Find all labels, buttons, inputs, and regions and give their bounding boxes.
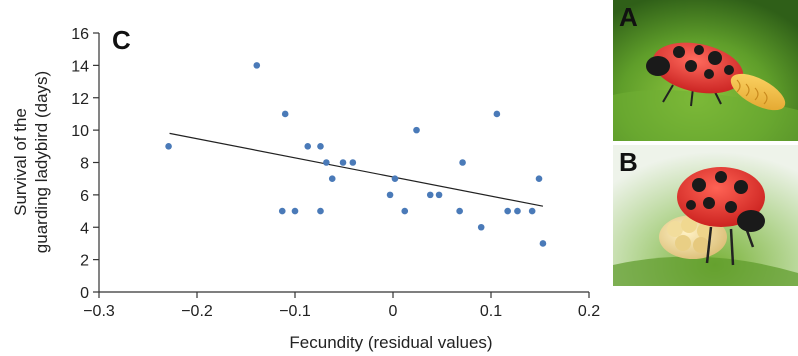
data-point xyxy=(386,191,394,199)
data-point xyxy=(459,159,466,166)
ladybird-photo-a xyxy=(613,0,798,141)
y-axis-title: Survival of the guarding ladybird (days) xyxy=(11,71,51,253)
x-tick-label: −0.1 xyxy=(279,303,311,320)
trendline xyxy=(169,132,544,207)
data-point xyxy=(291,207,299,215)
photo-letter-a: A xyxy=(619,2,638,32)
egg-cluster-b xyxy=(659,215,727,259)
y-tick-label: 6 xyxy=(80,188,89,205)
photo-panel-a: A xyxy=(613,0,798,141)
data-point xyxy=(165,143,172,150)
data-point xyxy=(281,110,289,118)
data-point xyxy=(278,207,286,215)
data-point xyxy=(317,207,324,215)
x-axis-title: Fecundity (residual values) xyxy=(289,333,492,352)
photo-panel-b: B xyxy=(613,145,798,286)
data-point xyxy=(317,143,324,150)
data-point xyxy=(539,240,547,247)
axes: −0.3 −0.2 −0.1 0 0.1 0.2 0 2 4 6 8 10 12 14 16 xyxy=(71,26,600,320)
points-group xyxy=(165,62,547,247)
x-tick-label: 0 xyxy=(389,303,398,320)
data-point xyxy=(391,175,399,182)
data-point xyxy=(304,143,312,150)
data-point xyxy=(456,207,463,215)
data-point xyxy=(528,207,536,215)
data-point xyxy=(413,126,420,134)
y-tick-label: 2 xyxy=(80,253,89,270)
trendline-group xyxy=(169,132,544,207)
photo-letter-b: B xyxy=(619,147,638,177)
ladybird-photo-b xyxy=(613,145,798,286)
y-tick-label: 8 xyxy=(80,156,89,173)
data-point xyxy=(328,175,336,182)
x-tick-label: −0.2 xyxy=(181,303,213,320)
data-point xyxy=(477,223,485,231)
x-tick-label: −0.3 xyxy=(83,303,115,320)
data-point xyxy=(535,175,543,182)
data-point xyxy=(435,191,443,199)
y-axis-title-line2: guarding ladybird (days) xyxy=(32,71,51,253)
panel-letter-c: C xyxy=(112,25,131,55)
y-tick-label: 10 xyxy=(71,123,89,140)
x-tick-label: 0.2 xyxy=(578,303,600,320)
data-point xyxy=(323,159,330,166)
data-point xyxy=(349,159,357,166)
data-point xyxy=(493,110,501,118)
scatter-chart: C −0.3 −0.2 −0.1 0 0.1 0.2 0 2 4 6 8 10 12 14 16 Fecun… xyxy=(11,25,600,352)
y-tick-label: 4 xyxy=(80,220,89,237)
data-point xyxy=(504,207,511,215)
ladybird-a xyxy=(646,42,744,107)
data-point xyxy=(514,207,521,215)
x-tick-label: 0.1 xyxy=(480,303,502,320)
data-point xyxy=(401,207,409,215)
data-point xyxy=(426,191,434,199)
y-tick-label: 16 xyxy=(71,26,89,43)
y-tick-label: 0 xyxy=(80,285,89,302)
data-point xyxy=(339,159,347,166)
y-tick-label: 14 xyxy=(71,58,89,75)
y-axis-title-line1: Survival of the xyxy=(11,108,30,216)
ladybird-b xyxy=(677,167,765,266)
data-point xyxy=(253,62,261,69)
y-tick-label: 12 xyxy=(71,91,89,108)
larva-a xyxy=(730,73,786,111)
